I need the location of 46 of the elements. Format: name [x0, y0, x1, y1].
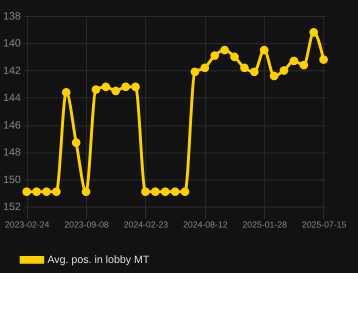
x-tick-label: 2024-08-12: [183, 219, 228, 230]
point: [111, 86, 120, 96]
point: [42, 187, 51, 196]
point: [72, 138, 80, 147]
y-tick-label: 148: [3, 146, 21, 159]
y-tick-label: 138: [3, 10, 21, 22]
point: [52, 187, 61, 196]
point: [170, 187, 180, 196]
point: [141, 187, 150, 196]
point: [190, 68, 200, 76]
point: [299, 60, 308, 70]
x-tick-label: 2024-02-23: [124, 219, 168, 230]
point: [280, 66, 288, 75]
point: [309, 28, 318, 37]
point: [180, 187, 190, 196]
x-tick-label: 2023-09-08: [64, 219, 109, 230]
y-tick-label: 152: [3, 201, 21, 213]
y-tick-label: 146: [3, 119, 21, 132]
y-tick-label: 140: [3, 38, 21, 50]
x-tick-label: 2025-01-28: [242, 219, 288, 230]
point: [92, 85, 100, 94]
point: [250, 68, 259, 76]
point: [151, 187, 160, 196]
point: [290, 56, 298, 66]
y-tick-label: 142: [3, 64, 21, 77]
point: [82, 187, 90, 196]
y-tick-label: 150: [3, 174, 21, 186]
legend-label: Avg. pos. in lobby MT: [47, 254, 150, 266]
point: [200, 63, 210, 72]
point: [22, 187, 31, 196]
point: [210, 51, 220, 60]
point: [220, 46, 229, 54]
point: [260, 46, 269, 54]
y-tick-label: 144: [3, 92, 21, 104]
x-tick-label: 2023-02-24: [4, 219, 50, 230]
point: [62, 88, 71, 97]
point: [131, 82, 140, 92]
point: [240, 63, 249, 72]
point: [160, 187, 170, 196]
point: [102, 82, 110, 92]
point: [270, 72, 278, 80]
point: [32, 187, 41, 196]
point: [121, 82, 130, 92]
point: [230, 52, 239, 62]
x-tick-label: 2025-07-15: [302, 219, 346, 230]
point: [319, 55, 328, 64]
